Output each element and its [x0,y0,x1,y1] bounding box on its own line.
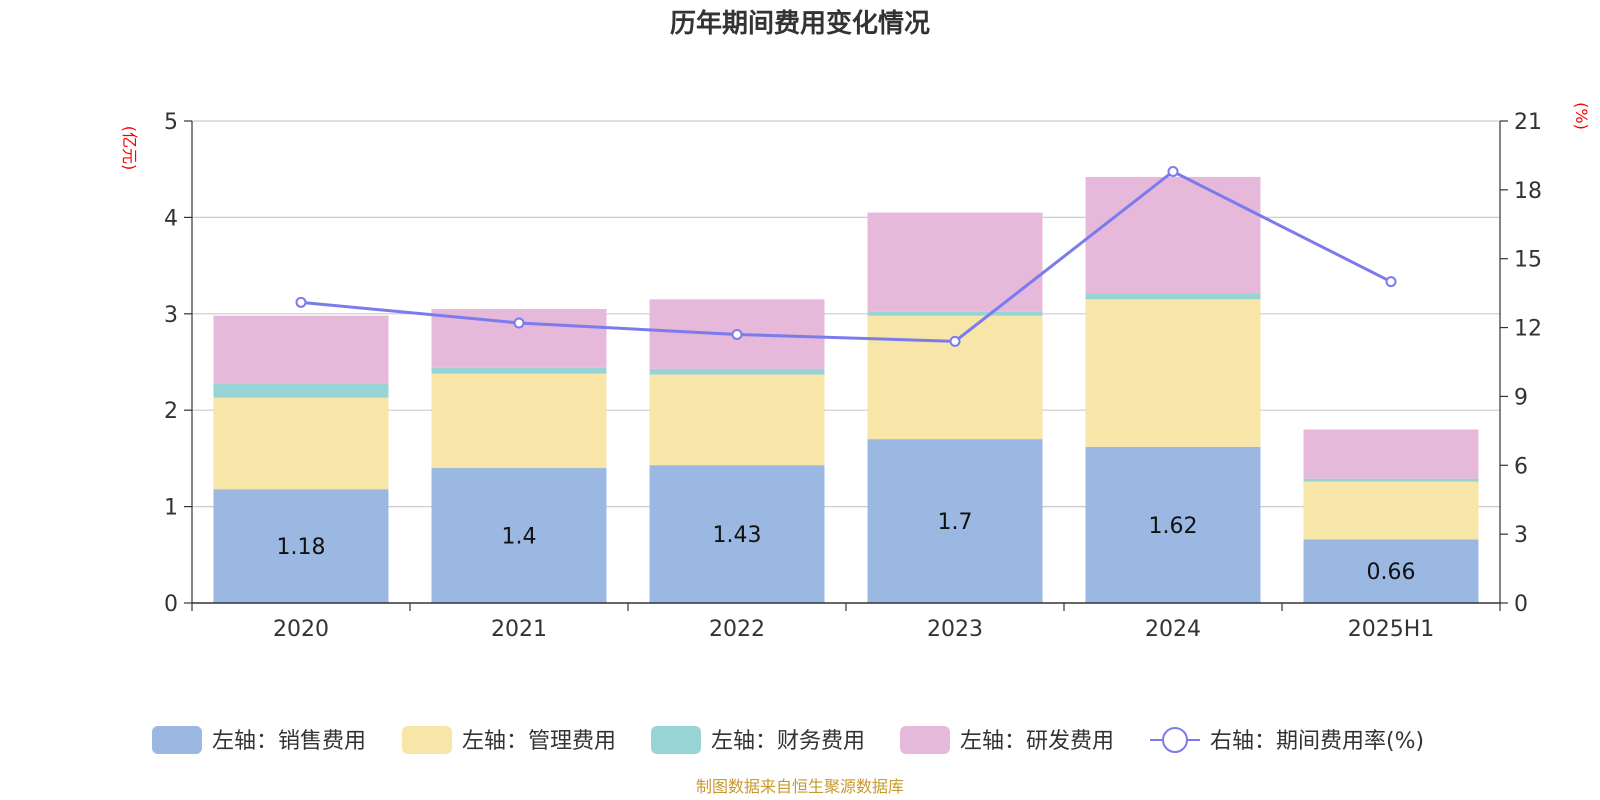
bar [867,315,1043,440]
line-series [295,165,1397,347]
bar [1085,176,1261,294]
bar [867,439,1043,603]
right-axis-tick-label: 21 [1514,110,1542,135]
bar [649,368,825,375]
legend: 左轴：销售费用 左轴：管理费用 左轴：财务费用 左轴：研发费用 右轴：期间费用率(%) [152,726,1424,754]
bar [867,311,1043,316]
rate-point [731,328,743,340]
bar [213,489,389,603]
data-labels: 1.18 1.4 1.43 1.7 1.62 0.66 [277,510,1416,585]
bar [431,373,607,469]
bar [1303,429,1479,479]
bar [1303,478,1479,482]
bar [1085,293,1261,300]
legend-label: 右轴：期间费用率(%) [1210,729,1424,754]
legend-swatch [900,726,950,754]
bar [213,315,389,384]
bar [1085,446,1261,603]
bar [213,383,389,398]
bar [431,367,607,374]
right-axis-tick-label: 15 [1514,248,1542,273]
right-axis-tick-label: 12 [1514,317,1542,342]
left-axis-tick-label: 4 [164,206,178,231]
bar [1303,481,1479,540]
legend-label: 左轴：研发费用 [960,729,1114,754]
rate-point [513,317,525,329]
bar-series [213,176,1479,603]
bar [213,397,389,490]
legend-swatch [152,726,202,754]
x-axis-tick-label: 2024 [1145,617,1201,642]
right-axis-tick-label: 0 [1514,592,1528,617]
chart-title: 历年期间费用变化情况 [670,8,930,39]
x-axis-tick-label: 2023 [927,617,983,642]
bar [1085,299,1261,447]
x-axis-tick-label: 2025H1 [1348,617,1435,642]
bar [867,212,1043,312]
x-axis-tick-label: 2020 [273,617,329,642]
bar-value-label: 1.18 [277,535,326,560]
left-axis-tick-label: 0 [164,592,178,617]
legend-label: 左轴：财务费用 [711,729,865,754]
right-axis-tick-label: 6 [1514,454,1528,479]
right-axis-unit: (%) [1572,102,1591,130]
rate-point [1167,165,1179,177]
right-axis-tick-label: 9 [1514,385,1528,410]
right-axis-tick-label: 3 [1514,523,1528,548]
bar-value-label: 1.43 [713,523,762,548]
bar [649,465,825,603]
bar [431,468,607,603]
rate-point [295,296,307,308]
left-axis-tick-label: 3 [164,303,178,328]
bar-value-label: 1.7 [938,510,973,535]
left-axis-tick-label: 5 [164,110,178,135]
x-axis-tick-label: 2021 [491,617,547,642]
legend-swatch [402,726,452,754]
legend-label: 左轴：销售费用 [212,729,366,754]
left-axis-tick-label: 1 [164,496,178,521]
bar [649,374,825,466]
bar-value-label: 1.4 [502,525,537,550]
legend-label: 左轴：管理费用 [462,729,616,754]
source-note: 制图数据来自恒生聚源数据库 [696,777,904,796]
legend-swatch [651,726,701,754]
rate-point [1385,276,1397,288]
bar-value-label: 0.66 [1367,560,1416,585]
left-axis-tick-label: 2 [164,399,178,424]
rate-point [949,335,961,347]
x-axis-tick-label: 2022 [709,617,765,642]
legend-line-marker [1162,727,1188,753]
left-axis-unit: (亿元) [120,126,139,171]
bar [1303,539,1479,603]
rate-line [300,169,1392,343]
bar-value-label: 1.62 [1149,514,1198,539]
right-axis-tick-label: 18 [1514,179,1542,204]
